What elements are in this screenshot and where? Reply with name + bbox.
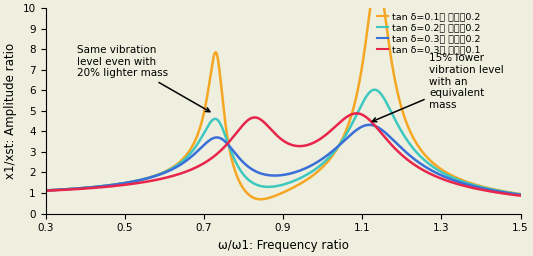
X-axis label: ω/ω1: Frequency ratio: ω/ω1: Frequency ratio	[217, 239, 349, 252]
Text: 15% lower
vibration level
with an
equivalent
mass: 15% lower vibration level with an equiva…	[372, 53, 504, 122]
Legend: tan δ=0.1， マス比0.2, tan δ=0.2， マス比0.2, tan δ=0.3， マス比0.2, tan δ=0.3， マス比0.1: tan δ=0.1， マス比0.2, tan δ=0.2， マス比0.2, ta…	[373, 9, 484, 58]
Text: Same vibration
level even with
20% lighter mass: Same vibration level even with 20% light…	[77, 45, 210, 112]
Y-axis label: x1/xst: Amplitude ratio: x1/xst: Amplitude ratio	[4, 43, 17, 179]
